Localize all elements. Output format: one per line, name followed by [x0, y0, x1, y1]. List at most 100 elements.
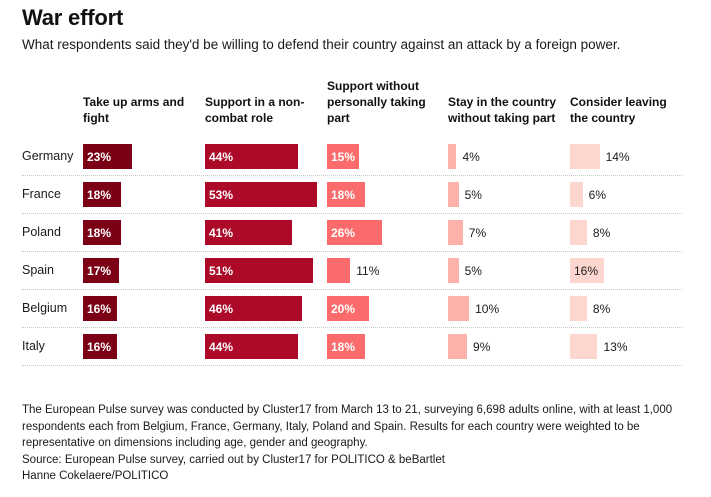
- bar-noncombat: [205, 258, 313, 283]
- bar-leave: [570, 296, 587, 321]
- bar-stay: [448, 258, 459, 283]
- bar-stay: [448, 182, 459, 207]
- bar-arms: [83, 258, 119, 283]
- bar-support: [327, 258, 351, 283]
- value-label: 20%: [331, 302, 356, 316]
- bar-noncombat: [205, 220, 292, 245]
- bar-noncombat: [205, 144, 298, 169]
- row-divider: [22, 289, 682, 290]
- value-label: 46%: [209, 302, 234, 316]
- country-label: Germany: [22, 149, 74, 163]
- bar-noncombat: [205, 182, 317, 207]
- bar-arms: [83, 182, 122, 207]
- column-header-line: without taking part: [448, 111, 556, 125]
- chart-title: War effort: [22, 5, 124, 30]
- column-header-line: Support without: [327, 79, 419, 93]
- chart-subtitle: What respondents said they'd be willing …: [22, 37, 621, 52]
- table-row: Italy 16% 44% 18% 9% 13%: [22, 328, 682, 366]
- value-label: 14%: [605, 150, 630, 164]
- table-row: Spain 17% 51% 11% 5% 16%: [22, 252, 682, 290]
- value-label: 18%: [331, 340, 356, 354]
- bar-arms: [83, 296, 117, 321]
- column-header-line: part: [327, 111, 350, 125]
- column-header-arms: Take up arms and fight: [83, 94, 198, 126]
- bar-support: [327, 144, 359, 169]
- country-label: Spain: [22, 263, 54, 277]
- value-label: 18%: [87, 226, 112, 240]
- bar-stay: [448, 334, 468, 359]
- value-label: 17%: [87, 264, 112, 278]
- column-header-line: Stay in the country: [448, 95, 557, 109]
- value-label: 4%: [462, 150, 480, 164]
- value-label: 18%: [331, 188, 356, 202]
- bar-stay: [448, 144, 457, 169]
- value-label: 51%: [209, 264, 234, 278]
- value-label: 16%: [87, 340, 112, 354]
- table-row: France 18% 53% 18% 5% 6%: [22, 176, 682, 214]
- table-row: Germany 23% 44% 15% 4% 14%: [22, 138, 682, 176]
- table-row: Belgium 16% 46% 20% 10% 8%: [22, 290, 682, 328]
- country-label: Poland: [22, 225, 61, 239]
- bar-stay: [448, 296, 470, 321]
- value-label: 7%: [468, 226, 487, 240]
- country-label: France: [22, 187, 61, 201]
- column-header-noncombat: Support in a non-combat role: [205, 94, 320, 126]
- value-label: 11%: [356, 264, 380, 278]
- value-label: 16%: [574, 264, 599, 278]
- methodology-note: The European Pulse survey was conducted …: [22, 404, 673, 449]
- country-label: Belgium: [22, 301, 68, 315]
- bar-noncombat: [205, 296, 303, 321]
- value-label: 8%: [592, 226, 611, 240]
- row-divider: [22, 251, 682, 252]
- footer: The European Pulse survey was conducted …: [22, 402, 694, 485]
- value-label: 18%: [87, 188, 112, 202]
- table-row: Poland 18% 41% 26% 7% 8%: [22, 214, 682, 252]
- value-label: 5%: [464, 264, 482, 278]
- bar-leave: [570, 220, 587, 245]
- value-label: 10%: [475, 302, 500, 316]
- bar-arms: [83, 144, 132, 169]
- bar-support: [327, 296, 370, 321]
- column-header-stay: Stay in the country without taking part: [448, 94, 563, 126]
- bar-leave: [570, 144, 600, 169]
- credit-note: Hanne Cokelaere/POLITICO: [22, 470, 169, 482]
- bar-leave: [570, 334, 598, 359]
- bar-noncombat: [205, 334, 298, 359]
- value-label: 15%: [331, 150, 356, 164]
- column-header-line: fight: [83, 111, 109, 125]
- row-divider: [22, 365, 682, 366]
- country-label: Italy: [22, 339, 45, 353]
- value-label: 9%: [473, 340, 491, 354]
- value-label: 44%: [209, 150, 234, 164]
- value-label: 16%: [87, 302, 112, 316]
- column-header-line: personally taking: [327, 95, 426, 109]
- row-divider: [22, 213, 682, 214]
- bar-stay: [448, 220, 463, 245]
- value-label: 13%: [603, 340, 628, 354]
- value-label: 41%: [209, 226, 234, 240]
- row-divider: [22, 327, 682, 328]
- value-label: 23%: [87, 150, 112, 164]
- column-header-line: Consider leaving: [570, 95, 667, 109]
- value-label: 8%: [592, 302, 611, 316]
- bar-support: [327, 334, 366, 359]
- bar-support: [327, 182, 366, 207]
- value-label: 26%: [331, 226, 356, 240]
- column-header-line: Support in a non-: [205, 95, 305, 109]
- column-header-line: combat role: [205, 111, 274, 125]
- value-label: 6%: [588, 188, 607, 202]
- value-label: 5%: [464, 188, 482, 202]
- row-divider: [22, 175, 682, 176]
- bar-arms: [83, 334, 117, 359]
- column-header-support: Support without personally taking part: [327, 78, 442, 126]
- source-note: Source: European Pulse survey, carried o…: [22, 453, 445, 466]
- column-header-line: Take up arms and: [83, 95, 185, 109]
- bar-arms: [83, 220, 122, 245]
- column-header-line: the country: [570, 111, 636, 125]
- bar-support: [327, 220, 382, 245]
- value-label: 53%: [209, 188, 234, 202]
- bar-leave: [570, 258, 604, 283]
- column-header-leave: Consider leaving the country: [570, 94, 685, 126]
- value-label: 44%: [209, 340, 234, 354]
- bar-leave: [570, 182, 583, 207]
